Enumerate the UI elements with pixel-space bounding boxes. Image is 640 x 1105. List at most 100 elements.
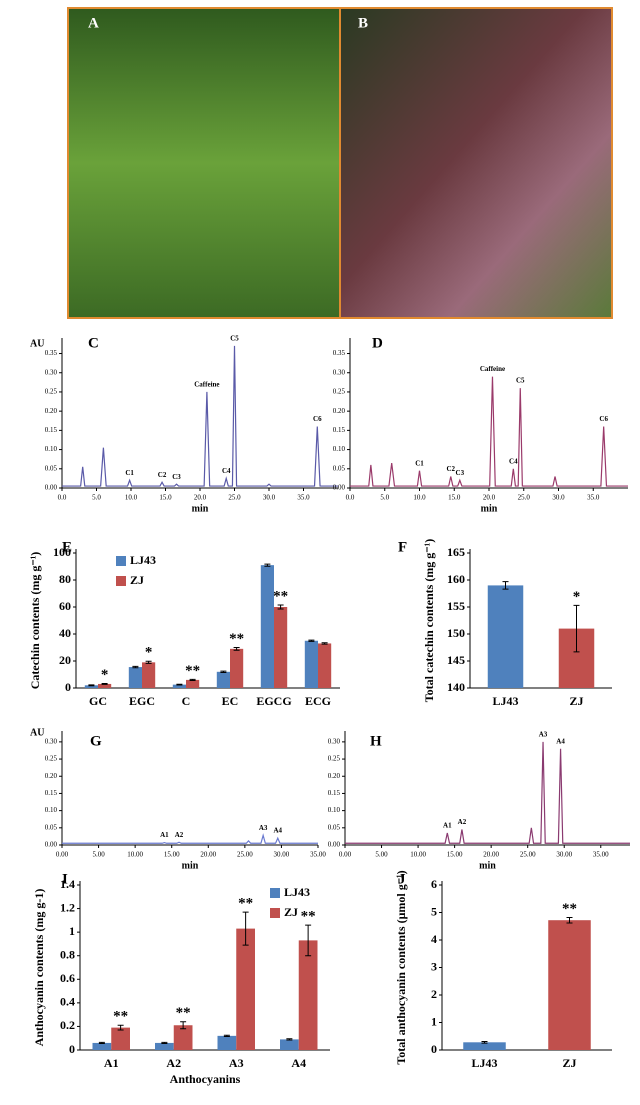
x-tick-label: EGC <box>129 694 155 708</box>
significance: * <box>101 667 109 683</box>
legend-label: ZJ <box>284 905 298 919</box>
y-tick-label: 0.35 <box>333 349 346 357</box>
x-tick-label: 0.00 <box>339 851 352 859</box>
bar <box>298 940 318 1050</box>
significance: ** <box>238 896 253 912</box>
x-tick-label: 25.0 <box>228 494 241 502</box>
y-axis-title: Total anthocyanin contents (μmol g⁻¹) <box>394 870 408 1064</box>
y-tick-label: 1.2 <box>60 900 75 914</box>
panel-label: D <box>372 335 383 351</box>
x-tick-label: 30.0 <box>552 494 565 502</box>
x-tick-label: 25.00 <box>237 851 253 859</box>
y-tick-label: 0.8 <box>60 947 75 961</box>
error-bar <box>220 670 227 673</box>
y-tick-label: 150 <box>447 626 465 640</box>
y-tick-label: 140 <box>447 680 465 694</box>
bar <box>216 671 230 688</box>
y-tick-label: 0.20 <box>45 772 58 780</box>
x-tick-label: GC <box>89 694 107 708</box>
x-tick-label: 20.00 <box>483 851 499 859</box>
bar <box>173 1025 193 1050</box>
x-tick-label: 15.00 <box>164 851 180 859</box>
y-tick-label: 1 <box>69 924 75 938</box>
y-tick-label: 0.30 <box>328 737 341 745</box>
legend-label: ZJ <box>130 573 144 587</box>
y-tick-label: 0 <box>431 1042 437 1056</box>
x-tick-label: C <box>182 694 191 708</box>
y-tick-label: 155 <box>447 599 465 613</box>
x-tick-label: ZJ <box>569 694 583 708</box>
error-bar <box>176 683 183 686</box>
error-bar <box>502 581 509 590</box>
bar <box>172 684 186 688</box>
y-tick-label: 0.20 <box>333 407 346 415</box>
error-bar <box>189 678 196 681</box>
x-tick-label: 15.0 <box>448 494 461 502</box>
y-tick-label: 165 <box>447 545 465 559</box>
y-tick-label: 0 <box>69 1042 75 1056</box>
y-tick-label: 0.05 <box>328 823 341 831</box>
panel-label: E <box>62 539 72 555</box>
y-tick-label: 0.05 <box>45 823 58 831</box>
error-bar <box>321 642 328 645</box>
peak-label: A2 <box>458 818 467 826</box>
x-tick-label: ZJ <box>562 1056 576 1070</box>
peak-label: C1 <box>415 459 424 467</box>
y-tick-label: 20 <box>59 653 71 667</box>
panel-label: H <box>370 733 382 749</box>
bar <box>128 667 142 688</box>
x-tick-label: 20.0 <box>194 494 207 502</box>
significance: ** <box>185 663 200 679</box>
peak-label: A2 <box>175 831 184 839</box>
y-tick-label: 0.20 <box>328 772 341 780</box>
error-bar <box>277 604 284 610</box>
panel-label: C <box>88 335 99 351</box>
y-axis-title: AU <box>30 727 44 738</box>
y-tick-label: 0.25 <box>45 755 58 763</box>
bar <box>304 640 318 688</box>
peak-label: C5 <box>516 377 525 385</box>
x-tick-label: 25.0 <box>518 494 531 502</box>
peak-label: A3 <box>539 730 548 738</box>
x-tick-label: 10.0 <box>125 494 138 502</box>
x-tick-label: 30.0 <box>263 494 276 502</box>
y-axis-title: Total catechin contents (mg g⁻¹) <box>422 539 436 702</box>
x-axis-title: min <box>481 503 498 514</box>
x-tick-label: A2 <box>166 1056 181 1070</box>
y-tick-label: 100 <box>53 545 71 559</box>
y-tick-label: 0.00 <box>333 484 346 492</box>
peak-label: Caffeine <box>194 381 219 389</box>
peak-label: A4 <box>273 827 282 835</box>
photo-b <box>339 7 613 319</box>
legend-swatch <box>116 556 126 566</box>
y-tick-label: 5 <box>431 904 437 918</box>
x-axis-title: min <box>479 860 496 871</box>
error-bar <box>88 684 95 687</box>
y-tick-label: 2 <box>431 987 437 1001</box>
y-tick-label: 3 <box>431 959 437 973</box>
bar <box>84 685 98 688</box>
x-tick-label: A4 <box>291 1056 306 1070</box>
peak-label: A1 <box>160 831 169 839</box>
y-tick-label: 0.30 <box>45 368 58 376</box>
error-bar <box>233 647 240 651</box>
y-tick-label: 1 <box>431 1014 437 1028</box>
peak-label: C3 <box>172 473 181 481</box>
significance: * <box>145 645 153 661</box>
bar <box>111 1027 130 1050</box>
bar <box>274 607 288 688</box>
y-tick-label: 0 <box>65 680 71 694</box>
x-tick-label: 5.00 <box>375 851 388 859</box>
peak-label: C1 <box>125 469 134 477</box>
error-bar <box>161 1041 168 1045</box>
y-tick-label: 0.05 <box>333 464 346 472</box>
y-tick-label: 0.25 <box>333 388 346 396</box>
error-bar <box>223 1034 230 1037</box>
y-axis-title: Anthocyanin contents (mg g-1) <box>32 889 46 1047</box>
y-tick-label: 0.15 <box>333 426 346 434</box>
peak-label: A4 <box>556 737 565 745</box>
significance: ** <box>113 1009 128 1025</box>
x-tick-label: 35.00 <box>310 851 326 859</box>
bar <box>280 1039 299 1050</box>
